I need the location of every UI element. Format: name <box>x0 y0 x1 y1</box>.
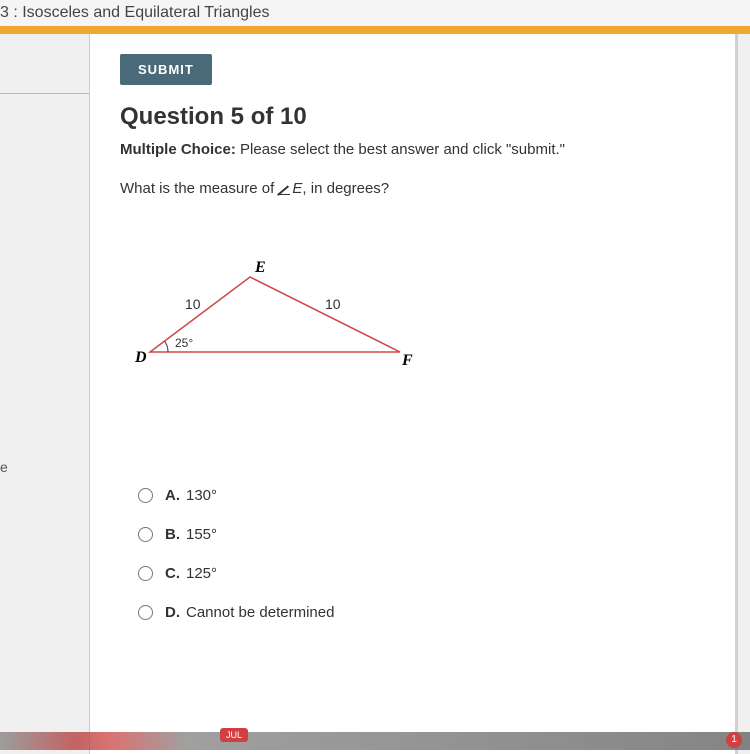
question-text: What is the measure of E, in degrees? <box>120 180 705 197</box>
side-de-label: 10 <box>185 296 201 312</box>
question-variable: E <box>292 180 302 197</box>
option-d[interactable]: D. Cannot be determined <box>138 604 705 621</box>
diagram-svg: D E F 10 10 25° <box>130 257 430 387</box>
instruction: Multiple Choice: Please select the best … <box>120 141 705 158</box>
option-a-text: 130° <box>186 487 217 504</box>
dock-notification-dot: 1 <box>726 732 742 748</box>
option-a-radio[interactable] <box>138 488 153 503</box>
option-b-text: 155° <box>186 526 217 543</box>
option-c-letter: C. <box>165 565 180 582</box>
vertex-f-label: F <box>401 352 413 369</box>
breadcrumb: 3 : Isosceles and Equilateral Triangles <box>0 0 750 26</box>
mc-label: Multiple Choice: <box>120 141 236 158</box>
left-divider <box>0 34 89 94</box>
accent-bar <box>0 26 750 34</box>
option-b-radio[interactable] <box>138 527 153 542</box>
option-c-radio[interactable] <box>138 566 153 581</box>
options-list: A. 130° B. 155° C. 125° D. Cannot be det… <box>138 487 705 621</box>
question-title: Question 5 of 10 <box>120 103 705 131</box>
option-a[interactable]: A. 130° <box>138 487 705 504</box>
dock-calendar-badge: JUL <box>220 728 248 742</box>
main-area: e SUBMIT Question 5 of 10 Multiple Choic… <box>0 34 750 754</box>
option-b[interactable]: B. 155° <box>138 526 705 543</box>
content-panel: SUBMIT Question 5 of 10 Multiple Choice:… <box>90 34 738 754</box>
option-c[interactable]: C. 125° <box>138 565 705 582</box>
question-prefix: What is the measure of <box>120 180 278 197</box>
left-partial-label: e <box>0 459 8 475</box>
question-suffix: , in degrees? <box>302 180 389 197</box>
option-d-text: Cannot be determined <box>186 604 334 621</box>
option-c-text: 125° <box>186 565 217 582</box>
option-d-radio[interactable] <box>138 605 153 620</box>
option-b-letter: B. <box>165 526 180 543</box>
vertex-e-label: E <box>254 259 266 276</box>
angle-arc <box>165 341 169 352</box>
dock-bar <box>0 732 750 750</box>
submit-button[interactable]: SUBMIT <box>120 54 212 85</box>
option-d-letter: D. <box>165 604 180 621</box>
option-a-letter: A. <box>165 487 180 504</box>
instruction-text: Please select the best answer and click … <box>236 141 565 158</box>
angle-d-label: 25° <box>175 336 193 350</box>
triangle-diagram: D E F 10 10 25° <box>130 257 450 397</box>
vertex-d-label: D <box>134 349 147 366</box>
angle-icon <box>278 183 292 195</box>
left-panel: e <box>0 34 90 754</box>
side-ef-label: 10 <box>325 296 341 312</box>
